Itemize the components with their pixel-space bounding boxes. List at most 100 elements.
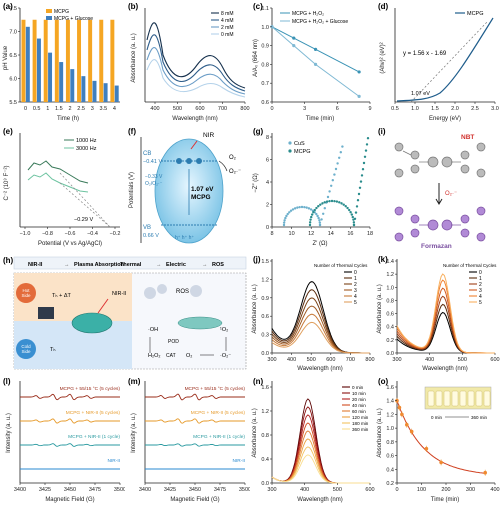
x-tick-label: 10 xyxy=(289,231,295,237)
panel-label: (b) xyxy=(128,2,139,11)
data-point xyxy=(293,207,297,210)
temp-label: Tₕ xyxy=(50,347,56,353)
x-tick-label: 300 xyxy=(392,357,401,363)
data-point xyxy=(288,211,291,214)
inset-end-label: 360 min xyxy=(471,415,488,420)
legend-label: MCPG + H₂O₂ xyxy=(292,11,324,17)
x-tick-label: 400 xyxy=(150,106,159,112)
data-point xyxy=(439,460,443,465)
x-tick-label: 0.5 xyxy=(391,106,399,112)
legend-label: 40 min xyxy=(352,403,366,408)
fit-equation: y = 1.56 x - 1.69 xyxy=(403,51,447,57)
data-point xyxy=(483,470,487,475)
y-tick-label: 6.0 xyxy=(9,77,17,83)
data-point xyxy=(315,212,318,216)
y-tick-label: 1.0 xyxy=(386,426,394,432)
data-point xyxy=(344,205,347,208)
panel-label: (j) xyxy=(253,255,261,264)
chart-e: (e) 1000 Hz 3000 Hz −0.29 V −1.0 −0.8 −0.6… xyxy=(3,127,120,247)
x-tick-label: 2 xyxy=(68,106,71,112)
y-tick-label: 0.4 xyxy=(386,467,394,473)
y-tick-label: 1.2 xyxy=(386,412,394,418)
o2-label: O₂ xyxy=(229,155,237,161)
data-point xyxy=(353,217,357,220)
trace-label: MCPG + NIR-II (5 cycles) xyxy=(66,410,121,416)
legend-label: 360 min xyxy=(352,427,369,432)
y-tick-label: 1.2 xyxy=(261,409,269,415)
o2-label: O₂ xyxy=(186,353,192,359)
vial xyxy=(435,390,443,407)
x-tick-label: 400 xyxy=(300,487,309,493)
data-point xyxy=(322,212,325,215)
legend-label: 5 xyxy=(479,300,482,306)
spectrum-0mm xyxy=(146,59,246,98)
x-tick-label: 400 xyxy=(287,357,296,363)
y-tick-label: 0.0 xyxy=(386,351,394,357)
y-tick-label: 1.4 xyxy=(386,259,394,265)
vb-label: VB xyxy=(143,225,151,231)
y-tick-label: 0.8 xyxy=(261,433,269,439)
x-axis-label: Magnetic Field (G) xyxy=(45,497,94,503)
bar xyxy=(88,19,93,102)
epr-trace xyxy=(145,393,245,401)
legend-label: 1000 Hz xyxy=(76,138,97,144)
y-axis-label: Absorbance (a. u.) xyxy=(252,284,258,333)
chart-b: (b) 8 mM4 mM2 mM0 mM 400 500 600 700 800 Wav… xyxy=(128,2,250,122)
x-tick-label: 200 xyxy=(441,487,450,493)
pyro-chip xyxy=(38,307,54,319)
x-tick-label: 1.5 xyxy=(431,106,439,112)
data-point xyxy=(283,219,286,222)
y-tick-label: 0.6 xyxy=(386,454,394,460)
epr-trace xyxy=(145,418,245,424)
data-point xyxy=(361,168,365,171)
data-point xyxy=(292,44,296,48)
x-tick-label: 400 xyxy=(425,357,434,363)
x-tick-label: 700 xyxy=(218,106,227,112)
chart-l: (l) MCPG + 55/15 °C (5 cycles) MCPG + NIR… xyxy=(3,377,126,503)
panel-label: (d) xyxy=(378,2,389,11)
y-axis-label: Intensity (a. u.) xyxy=(6,413,12,453)
y-axis-label: Potentials (V) xyxy=(129,172,135,208)
data-point xyxy=(313,208,316,212)
x-tick-label: 800 xyxy=(365,357,374,363)
trace-label: MCPG + NIR-II (5 cycles) xyxy=(191,410,246,416)
nir-label: NIR xyxy=(203,132,215,139)
x-tick-label: −0.4 xyxy=(87,231,98,237)
x-axis-label: Magnetic Field (G) xyxy=(170,497,219,503)
epr-trace xyxy=(20,418,120,424)
data-point xyxy=(318,223,322,227)
x-tick-label: 600 xyxy=(326,357,335,363)
y-tick-label: 6 xyxy=(266,158,269,164)
data-point xyxy=(342,203,345,206)
y-tick-label: 0.9 xyxy=(261,44,269,50)
data-point xyxy=(319,203,322,206)
x-tick-label: 3.5 xyxy=(100,106,108,112)
data-point xyxy=(405,422,409,427)
vial xyxy=(475,390,483,407)
chart-g: (g) CuS MCPG 8 10 12 14 16 18 0 2 4 6 8 Z′ (Ω) −Z… xyxy=(253,127,373,247)
spectrum-4mm xyxy=(146,34,246,92)
y-tick-label: 1.2 xyxy=(386,272,394,278)
y-axis-label: (Ahν)² (eV)² xyxy=(380,42,386,73)
legend-label: 3 xyxy=(354,288,357,294)
data-point xyxy=(336,162,339,165)
x-tick-label: 3450 xyxy=(64,487,76,493)
superoxide-label: O₂·⁻ xyxy=(445,191,457,197)
data-point xyxy=(335,200,339,203)
chart-d: (d) MCPG y = 1.56 x - 1.69 1.07 eV 0.5 1.… xyxy=(378,2,499,122)
x-tick-label: 1.0 xyxy=(411,106,419,112)
legend-label: 2 mM xyxy=(221,25,234,31)
mott-schottky-3000hz xyxy=(27,172,89,193)
series-line xyxy=(271,321,370,354)
nir-arrow xyxy=(97,298,109,314)
data-point xyxy=(300,205,304,209)
data-point xyxy=(317,216,320,220)
legend-label: 1 xyxy=(479,276,482,282)
chart-a: (a) 0 0.5 1 1.5 2 2.5 3 3.5 4 5.5 6.0 6.5 7.0 7.5 MC… xyxy=(3,2,120,122)
x-tick-label: 1 xyxy=(46,106,49,112)
x-tick-label: −0.6 xyxy=(65,231,76,237)
hot-side-badge xyxy=(16,283,36,303)
svg-text:Hot: Hot xyxy=(22,288,30,293)
trace-label: MCPG + 55/15 °C (5 cycles) xyxy=(60,386,121,392)
